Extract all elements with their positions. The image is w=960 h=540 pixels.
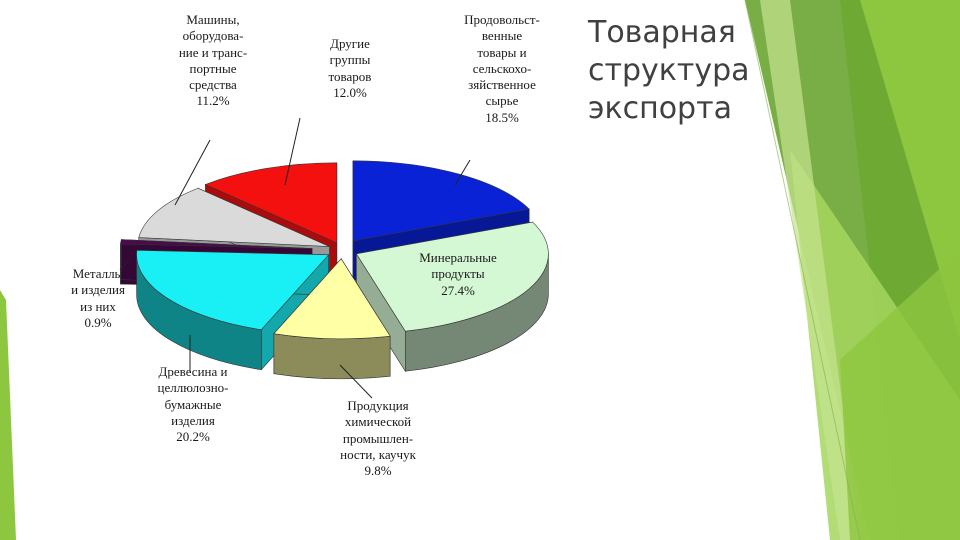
slice-value: 12.0% [333, 84, 367, 100]
pie-slice-5 [138, 187, 330, 247]
slice-label: Продукция химической промышлен-ности, кауч… [326, 398, 430, 479]
leader-line [454, 159, 471, 186]
slice-label-line: ние и транс- [178, 44, 248, 60]
slice-label-line: Минеральные [419, 250, 497, 265]
pie-slice-6 [204, 162, 338, 244]
pie-slice-4 [120, 239, 313, 249]
slice-value: 9.8% [364, 463, 392, 479]
leader-line [119, 259, 131, 271]
deco-left-strip [0, 290, 16, 540]
slice-value: 18.5% [485, 109, 519, 125]
slice-label-line: Машины, [186, 12, 240, 27]
slice-label-line: продукты [431, 266, 485, 282]
slice-label: Древесина и целлюлозно-бумажные изделия 20.… [140, 364, 246, 445]
slice-label-line: и изделия [71, 282, 125, 298]
deco-shape-5 [840, 250, 960, 540]
slice-label-line: Древесина и [158, 364, 228, 379]
slice-value: 0.9% [84, 314, 112, 330]
slice-label-line: ности, каучук [340, 446, 416, 462]
slice-label-line: сырье [485, 93, 519, 109]
slice-label-line: портные [189, 60, 237, 76]
leader-line [339, 364, 373, 399]
slice-label-line: Продукция [347, 398, 409, 413]
slice-label-line: группы [329, 52, 371, 68]
leader-line [284, 117, 301, 186]
pie-tops [120, 160, 549, 340]
slice-label: Минеральные продукты 27.4% [402, 250, 514, 299]
pie-slice-0 [352, 160, 530, 242]
slice-label: Другие группы товаров 12.0% [308, 36, 392, 101]
slice-label-line: товары и [477, 44, 527, 60]
slice-label-line: из них [80, 298, 116, 314]
slice-label-line: Продовольст- [464, 12, 540, 27]
pie-slice-side [273, 333, 391, 380]
slice-label: Металлы и изделия из них 0.9% [62, 266, 134, 331]
slice-label-line: товаров [328, 68, 372, 84]
deco-shape-4 [760, 0, 860, 540]
slice-label-line: целлюлозно- [157, 380, 229, 396]
slice-label-line: Другие [330, 36, 370, 51]
slice-value: 27.4% [441, 282, 475, 298]
pie-slice-2 [273, 258, 391, 340]
slice-label-line: оборудова- [182, 28, 244, 44]
slice-label-line: химической [344, 414, 412, 430]
slice-label-line: сельскохо- [472, 60, 532, 76]
slide-title-line: Товарная [588, 15, 736, 50]
pie-leader-lines [119, 117, 471, 399]
deco-line [744, 0, 861, 540]
pie-slice-3 [136, 249, 330, 331]
slice-label-line: бумажные [164, 396, 222, 412]
slide-title: Товарная структура экспорта [588, 14, 758, 128]
leader-line [174, 139, 211, 206]
slice-label-line: зяйственное [468, 77, 536, 93]
slide-title-line: экспорта [588, 91, 732, 126]
slice-label-line: Металлы [72, 266, 124, 281]
slice-label-line: средства [189, 77, 237, 93]
slice-value: 20.2% [176, 429, 210, 445]
slice-value: 11.2% [196, 93, 230, 109]
slice-label-line: изделия [171, 412, 215, 428]
slice-label: Машины, оборудова-ние и транс-портные сред… [156, 12, 270, 110]
slice-label-line: венные [481, 28, 523, 44]
slice-label: Продовольст-венные товары и сельскохо-зяйс… [452, 12, 552, 126]
slice-label-line: промышлен- [342, 430, 414, 446]
slide-title-line: структура [588, 53, 750, 88]
pie-slice-1 [355, 221, 549, 332]
